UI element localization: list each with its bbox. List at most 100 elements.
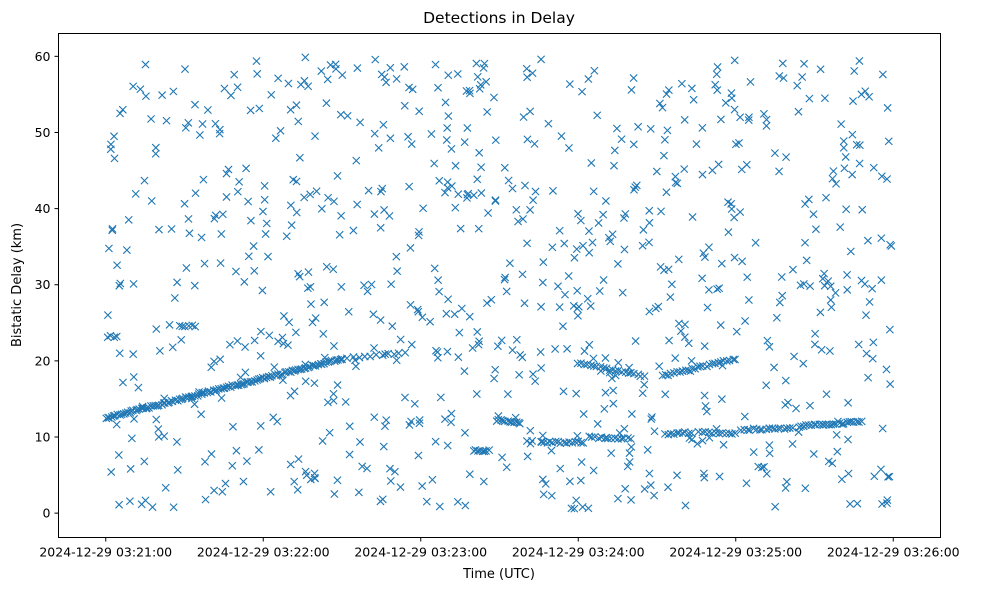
detection-point xyxy=(827,303,836,312)
detection-point xyxy=(250,266,259,275)
detection-point xyxy=(311,132,320,141)
detection-point xyxy=(883,496,892,505)
detection-point xyxy=(680,333,689,342)
detection-point xyxy=(601,353,610,362)
detection-point xyxy=(565,477,574,486)
detection-point xyxy=(664,86,673,95)
detection-point xyxy=(413,305,422,314)
detection-point xyxy=(778,291,787,300)
detection-point xyxy=(430,159,439,168)
detection-point xyxy=(110,132,119,141)
detection-point xyxy=(627,495,636,504)
detection-point xyxy=(379,442,388,451)
detection-point xyxy=(203,106,212,114)
detection-point xyxy=(660,266,669,275)
detection-point xyxy=(249,242,258,251)
detection-point xyxy=(843,270,852,279)
detection-point xyxy=(406,300,415,309)
detection-point xyxy=(195,131,204,139)
detection-point xyxy=(770,363,779,372)
detection-point xyxy=(376,316,385,325)
detection-point xyxy=(556,464,565,473)
detection-point xyxy=(695,362,704,371)
detection-point xyxy=(551,345,560,353)
detection-point xyxy=(794,107,803,116)
detection-point xyxy=(617,434,626,443)
detection-point xyxy=(455,328,464,337)
detection-point xyxy=(261,230,270,239)
detection-point xyxy=(564,272,573,281)
detection-point xyxy=(537,55,546,64)
detection-point xyxy=(244,197,253,206)
detection-point xyxy=(104,244,113,253)
detection-point xyxy=(160,394,169,403)
detection-point xyxy=(152,325,161,334)
detection-point xyxy=(122,246,131,255)
detection-point xyxy=(115,349,124,358)
detection-point xyxy=(460,367,469,376)
detection-point xyxy=(241,343,250,351)
detection-point xyxy=(116,279,125,288)
detection-point xyxy=(393,267,402,276)
detection-point xyxy=(632,181,641,190)
detection-point xyxy=(238,380,247,389)
detection-point xyxy=(762,115,771,124)
detection-point xyxy=(306,190,315,199)
detection-point xyxy=(763,336,772,345)
detection-point xyxy=(523,239,532,248)
detection-point xyxy=(643,445,652,454)
detection-point xyxy=(151,401,160,410)
detection-point xyxy=(724,228,733,237)
detection-point xyxy=(576,216,585,225)
detection-point xyxy=(110,154,119,163)
detection-point xyxy=(278,376,287,385)
detection-point xyxy=(698,274,707,283)
detection-point xyxy=(599,210,608,219)
detection-point xyxy=(129,82,138,91)
detection-point xyxy=(578,87,587,96)
detection-point xyxy=(463,123,472,132)
detection-point xyxy=(519,215,527,224)
detection-point xyxy=(877,234,886,243)
detection-point xyxy=(154,425,163,434)
detection-point xyxy=(511,413,520,422)
detection-point xyxy=(435,176,444,185)
detection-point xyxy=(454,190,463,199)
detection-point xyxy=(736,208,745,217)
detection-point xyxy=(465,89,474,98)
detection-point xyxy=(473,327,482,336)
detection-point xyxy=(584,227,593,236)
detection-point xyxy=(154,401,163,410)
detection-point xyxy=(538,431,547,440)
detection-point xyxy=(309,361,318,370)
detection-point xyxy=(415,419,424,428)
detection-point xyxy=(369,310,378,319)
detection-point xyxy=(657,207,666,216)
detection-point xyxy=(405,182,414,191)
detection-point xyxy=(112,420,121,429)
detection-point xyxy=(693,362,702,371)
y-axis: 0 10 20 30 40 50 60 xyxy=(35,49,59,521)
detection-point xyxy=(714,160,723,169)
detection-point xyxy=(407,140,416,149)
detection-point xyxy=(577,438,586,447)
detection-point xyxy=(491,136,500,145)
detection-point xyxy=(877,172,886,181)
detection-point xyxy=(222,192,231,201)
y-tick-label: 20 xyxy=(35,353,51,368)
detection-point xyxy=(744,113,753,122)
detection-point xyxy=(529,370,538,379)
detection-point xyxy=(746,77,755,86)
detection-point xyxy=(775,298,784,307)
detection-point xyxy=(711,80,720,89)
detection-point xyxy=(252,57,261,66)
detection-point xyxy=(883,103,892,112)
detection-point xyxy=(167,224,176,233)
detection-point xyxy=(820,94,829,103)
detection-point xyxy=(692,140,701,149)
detection-point xyxy=(475,337,484,346)
detection-point xyxy=(231,267,240,276)
detection-point xyxy=(184,118,193,127)
detection-point xyxy=(520,299,529,308)
